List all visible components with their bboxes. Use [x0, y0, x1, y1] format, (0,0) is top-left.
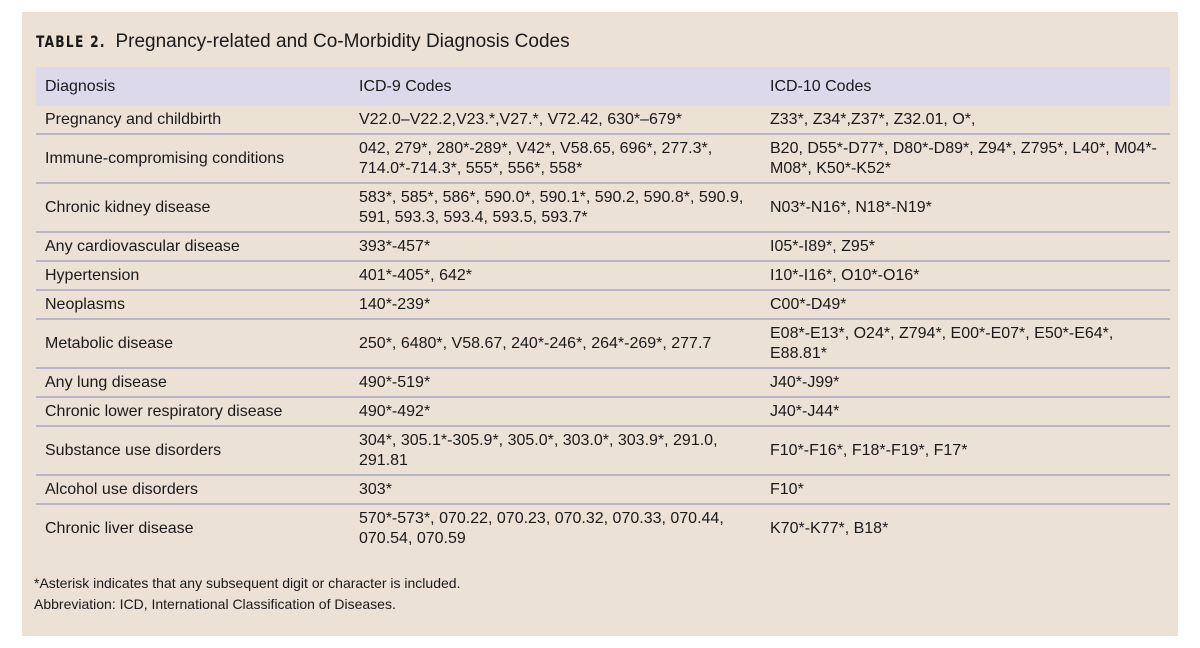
table-row: Alcohol use disorders 303* F10*: [36, 475, 1170, 505]
table-row: Chronic lower respiratory disease 490*-49…: [36, 397, 1170, 427]
table-row: Chronic liver disease 570*-573*, 070.22, …: [36, 504, 1170, 552]
table-row: Substance use disorders 304*, 305.1*-305.…: [36, 426, 1170, 476]
icd10-cell: F10*-F16*, F18*-F19*, F17*: [761, 426, 1170, 476]
icd9-cell: 393*-457*: [350, 232, 761, 262]
header-icd10: ICD-10 Codes: [761, 67, 1170, 106]
icd9-cell: 250*, 6480*, V58.67, 240*-246*, 264*-269…: [350, 319, 761, 369]
icd9-cell: 490*-519*: [350, 368, 761, 398]
icd9-cell: 570*-573*, 070.22, 070.23, 070.32, 070.3…: [359, 509, 724, 547]
table-title: TABLE 2. Pregnancy-related and Co-Morbid…: [36, 31, 570, 53]
icd10-cell: J40*-J99*: [761, 368, 1170, 398]
footnote-abbreviation: Abbreviation: ICD, International Classif…: [34, 596, 396, 612]
diagnosis-cell: Alcohol use disorders: [36, 475, 350, 505]
table-row: Any lung disease 490*-519* J40*-J99*: [36, 368, 1170, 398]
table-row: Immune-compromising conditions 042, 279*,…: [36, 134, 1170, 184]
table-number: TABLE 2.: [36, 32, 106, 51]
icd10-cell: B20, D55*-D77*, D80*-D89*, Z94*, Z795*, …: [761, 134, 1170, 184]
icd9-cell: V22.0–V22.2,V23.*,V27.*, V72.42, 630*–67…: [350, 106, 761, 135]
icd9-cell: 042, 279*, 280*-289*, V42*, V58.65, 696*…: [350, 134, 761, 184]
table-row: Neoplasms 140*-239* C00*-D49*: [36, 290, 1170, 320]
diagnosis-cell: Any cardiovascular disease: [36, 232, 350, 262]
icd9-cell: 583*, 585*, 586*, 590.0*, 590.1*, 590.2,…: [350, 183, 761, 233]
diagnosis-cell: Any lung disease: [36, 368, 350, 398]
icd10-cell: C00*-D49*: [761, 290, 1170, 320]
diagnosis-cell: Metabolic disease: [36, 319, 350, 369]
table-row: Chronic kidney disease 583*, 585*, 586*, …: [36, 183, 1170, 233]
diagnosis-cell: Hypertension: [36, 261, 350, 291]
footnotes: *Asterisk indicates that any subsequent …: [34, 573, 460, 615]
table-row: Any cardiovascular disease 393*-457* I05*-…: [36, 232, 1170, 262]
diagnosis-codes-table: Diagnosis ICD-9 Codes ICD-10 Codes Pregn…: [36, 67, 1170, 552]
icd10-cell: E08*-E13*, O24*, Z794*, E00*-E07*, E50*-…: [761, 319, 1170, 369]
header-row: Diagnosis ICD-9 Codes ICD-10 Codes: [36, 67, 1170, 106]
icd9-cell: 140*-239*: [350, 290, 761, 320]
icd10-cell: I05*-I89*, Z95*: [761, 232, 1170, 262]
diagnosis-cell: Chronic kidney disease: [36, 183, 350, 233]
table-row: Hypertension 401*-405*, 642* I10*-I16*, O1…: [36, 261, 1170, 291]
header-diagnosis: Diagnosis: [36, 67, 350, 106]
icd10-cell: F10*: [761, 475, 1170, 505]
table-panel: TABLE 2. Pregnancy-related and Co-Morbid…: [22, 12, 1178, 636]
diagnosis-cell: Neoplasms: [36, 290, 350, 320]
icd10-cell: I10*-I16*, O10*-O16*: [761, 261, 1170, 291]
diagnosis-cell: Immune-compromising conditions: [36, 134, 350, 184]
icd10-cell: Z33*, Z34*,Z37*, Z32.01, O*,: [761, 106, 1170, 135]
icd10-cell: N03*-N16*, N18*-N19*: [761, 183, 1170, 233]
header-icd9: ICD-9 Codes: [350, 67, 761, 106]
diagnosis-cell: Pregnancy and childbirth: [36, 106, 350, 135]
table-row: Metabolic disease 250*, 6480*, V58.67, 24…: [36, 319, 1170, 369]
icd9-cell: 401*-405*, 642*: [350, 261, 761, 291]
table-caption: Pregnancy-related and Co-Morbidity Diagn…: [115, 31, 570, 52]
icd10-cell: J40*-J44*: [761, 397, 1170, 427]
footnote-asterisk: *Asterisk indicates that any subsequent …: [34, 575, 461, 591]
icd9-cell: 304*, 305.1*-305.9*, 305.0*, 303.0*, 303…: [350, 426, 761, 476]
diagnosis-cell: Chronic liver disease: [45, 519, 194, 537]
diagnosis-cell: Substance use disorders: [36, 426, 350, 476]
table-row: Pregnancy and childbirth V22.0–V22.2,V23.…: [36, 106, 1170, 135]
icd9-cell: 490*-492*: [350, 397, 761, 427]
icd10-cell: K70*-K77*, B18*: [770, 519, 889, 537]
icd9-cell: 303*: [350, 475, 761, 505]
diagnosis-cell: Chronic lower respiratory disease: [36, 397, 350, 427]
